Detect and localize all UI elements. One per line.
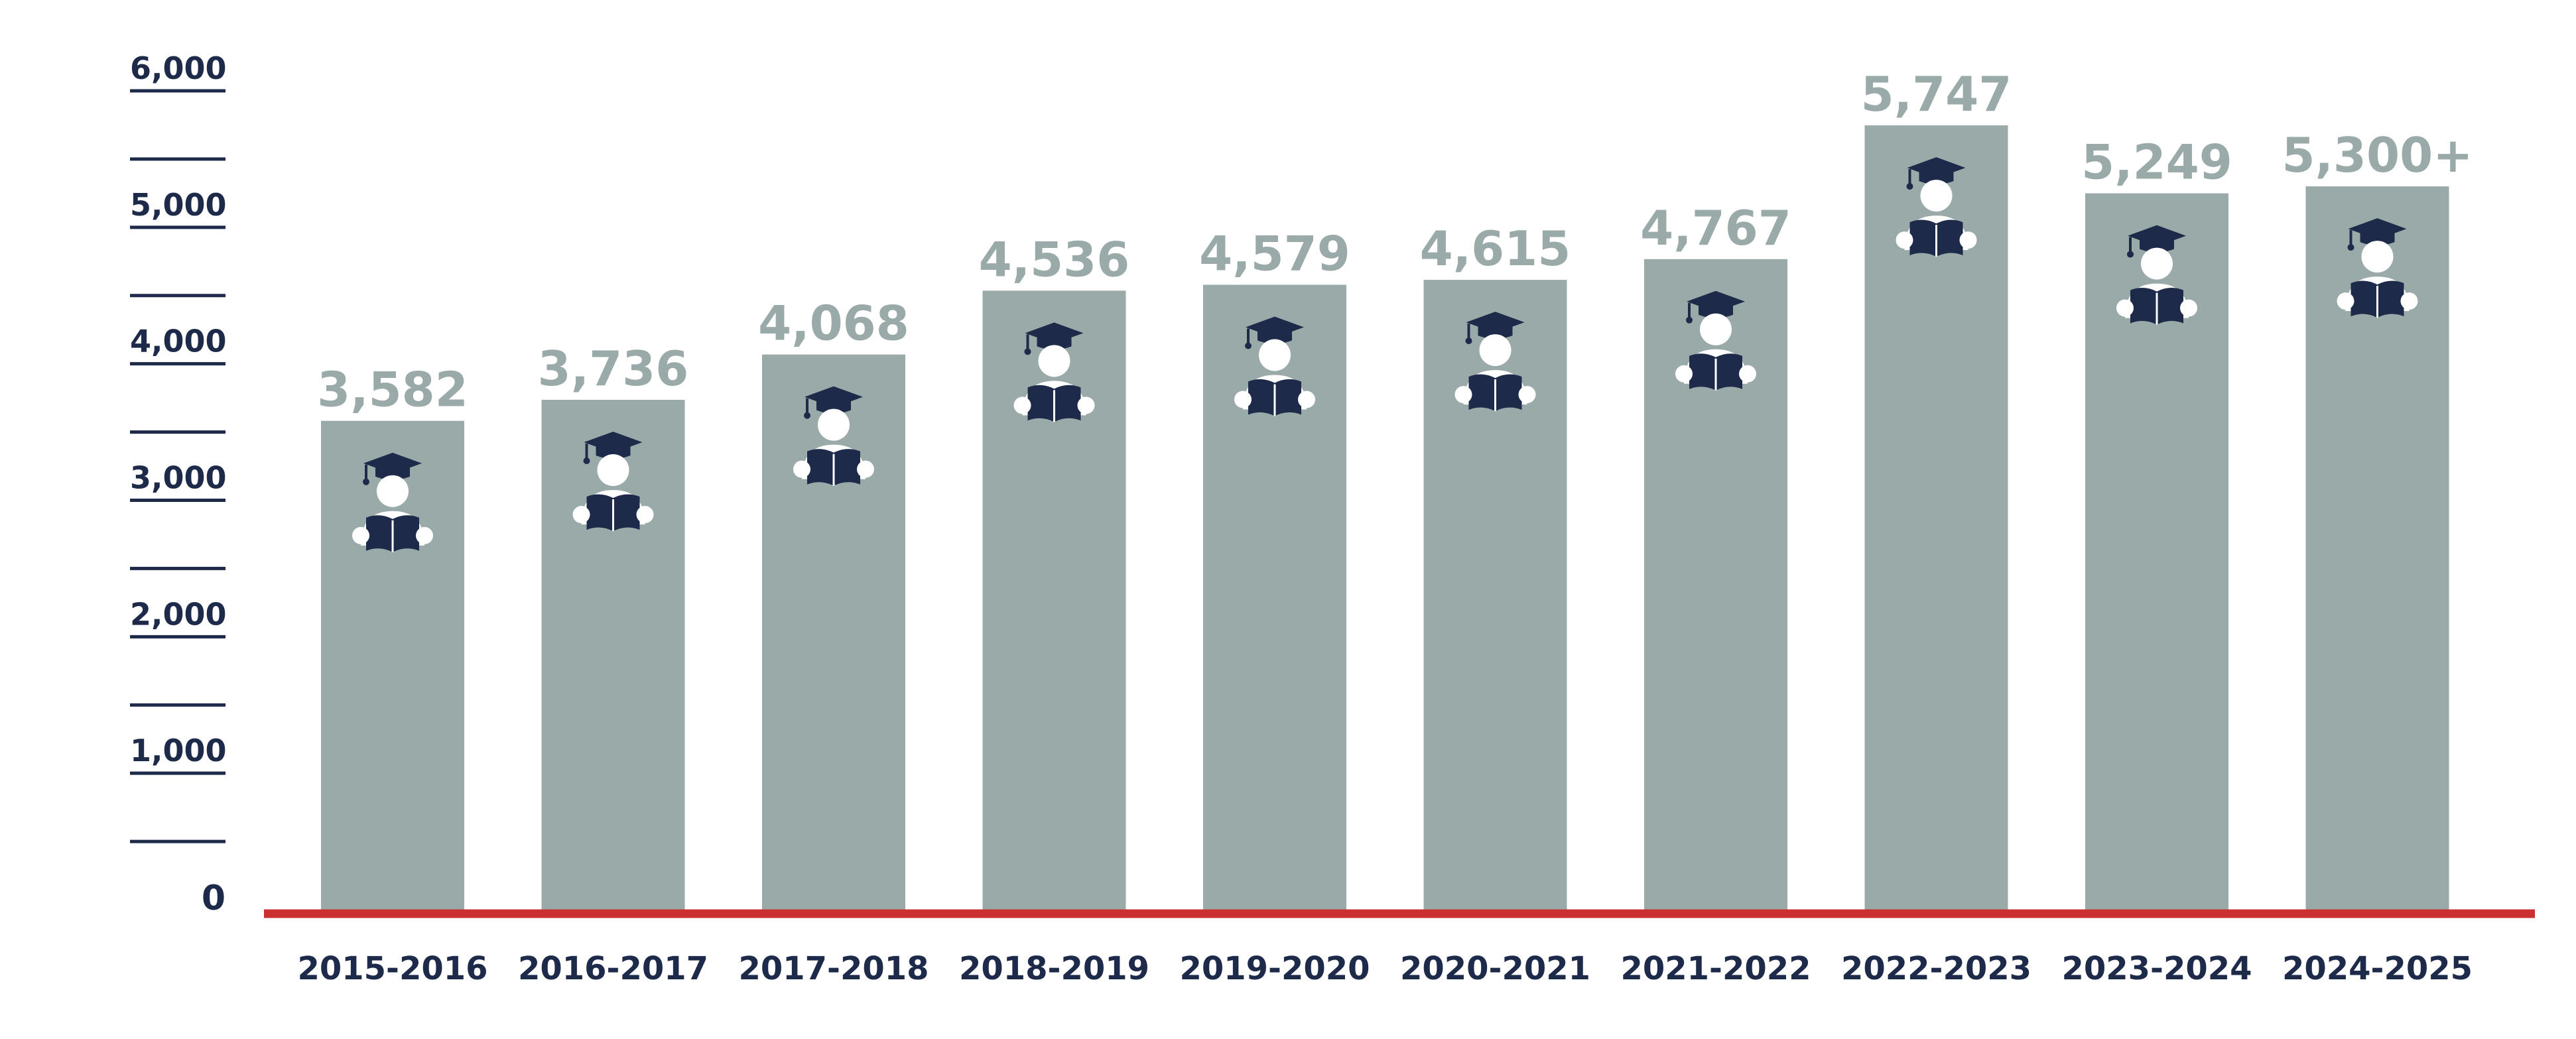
graduate-reading-icon [352,452,433,552]
y-tick-label: 5,000 [130,187,227,223]
bar-value-label: 4,068 [758,296,909,351]
graduate-reading-icon [1896,157,1977,257]
x-tick-label: 2017-2018 [738,950,929,987]
bar-value-label: 4,536 [979,231,1130,287]
x-tick-label: 2021-2022 [1620,950,1811,987]
graduate-reading-icon [2337,218,2418,318]
graduate-reading-icon [793,386,874,486]
x-tick-label: 2019-2020 [1179,950,1370,987]
y-axis: 0 1,000 2,000 3,000 4,000 5,000 6,000 [130,50,227,918]
x-tick-label: 2015-2016 [297,950,487,987]
graduate-reading-icon [1454,312,1536,412]
graduate-reading-icon [2116,225,2197,325]
y-tick-label: 3,000 [130,460,227,496]
bar-value-label: 4,579 [1199,225,1350,281]
bar-value-label: 4,767 [1640,200,1791,256]
graduate-reading-icon [1234,316,1315,416]
x-tick-label: 2023-2024 [2061,950,2252,987]
x-tick-label: 2016-2017 [518,950,708,987]
bar-value-label: 5,249 [2081,135,2232,190]
y-tick-label: 0 [202,879,225,918]
bars: 3,582 3,736 4,068 4,536 4,579 4,615 4,767 5,747… [317,66,2473,910]
y-tick-label: 4,000 [130,324,227,359]
x-tick-label: 2018-2019 [959,950,1149,987]
bar-value-label: 3,736 [538,341,689,397]
graduate-reading-icon [1013,322,1095,422]
bar-value-label: 3,582 [317,362,468,418]
x-axis: 2015-2016 2016-2017 2017-2018 2018-2019 2019… [297,950,2473,987]
x-tick-label: 2022-2023 [1841,950,2031,987]
x-tick-label: 2020-2021 [1400,950,1590,987]
y-tick-label: 6,000 [130,50,227,86]
bar-value-label: 4,615 [1420,221,1571,276]
y-tick-label: 2,000 [130,596,227,632]
graduate-reading-icon [1675,290,1756,391]
y-tick-label: 1,000 [130,733,227,768]
graduate-reading-icon [572,432,654,532]
bar-value-label: 5,300+ [2282,127,2473,183]
bar-value-label: 5,747 [1861,66,2012,122]
x-tick-label: 2024-2025 [2282,950,2473,987]
